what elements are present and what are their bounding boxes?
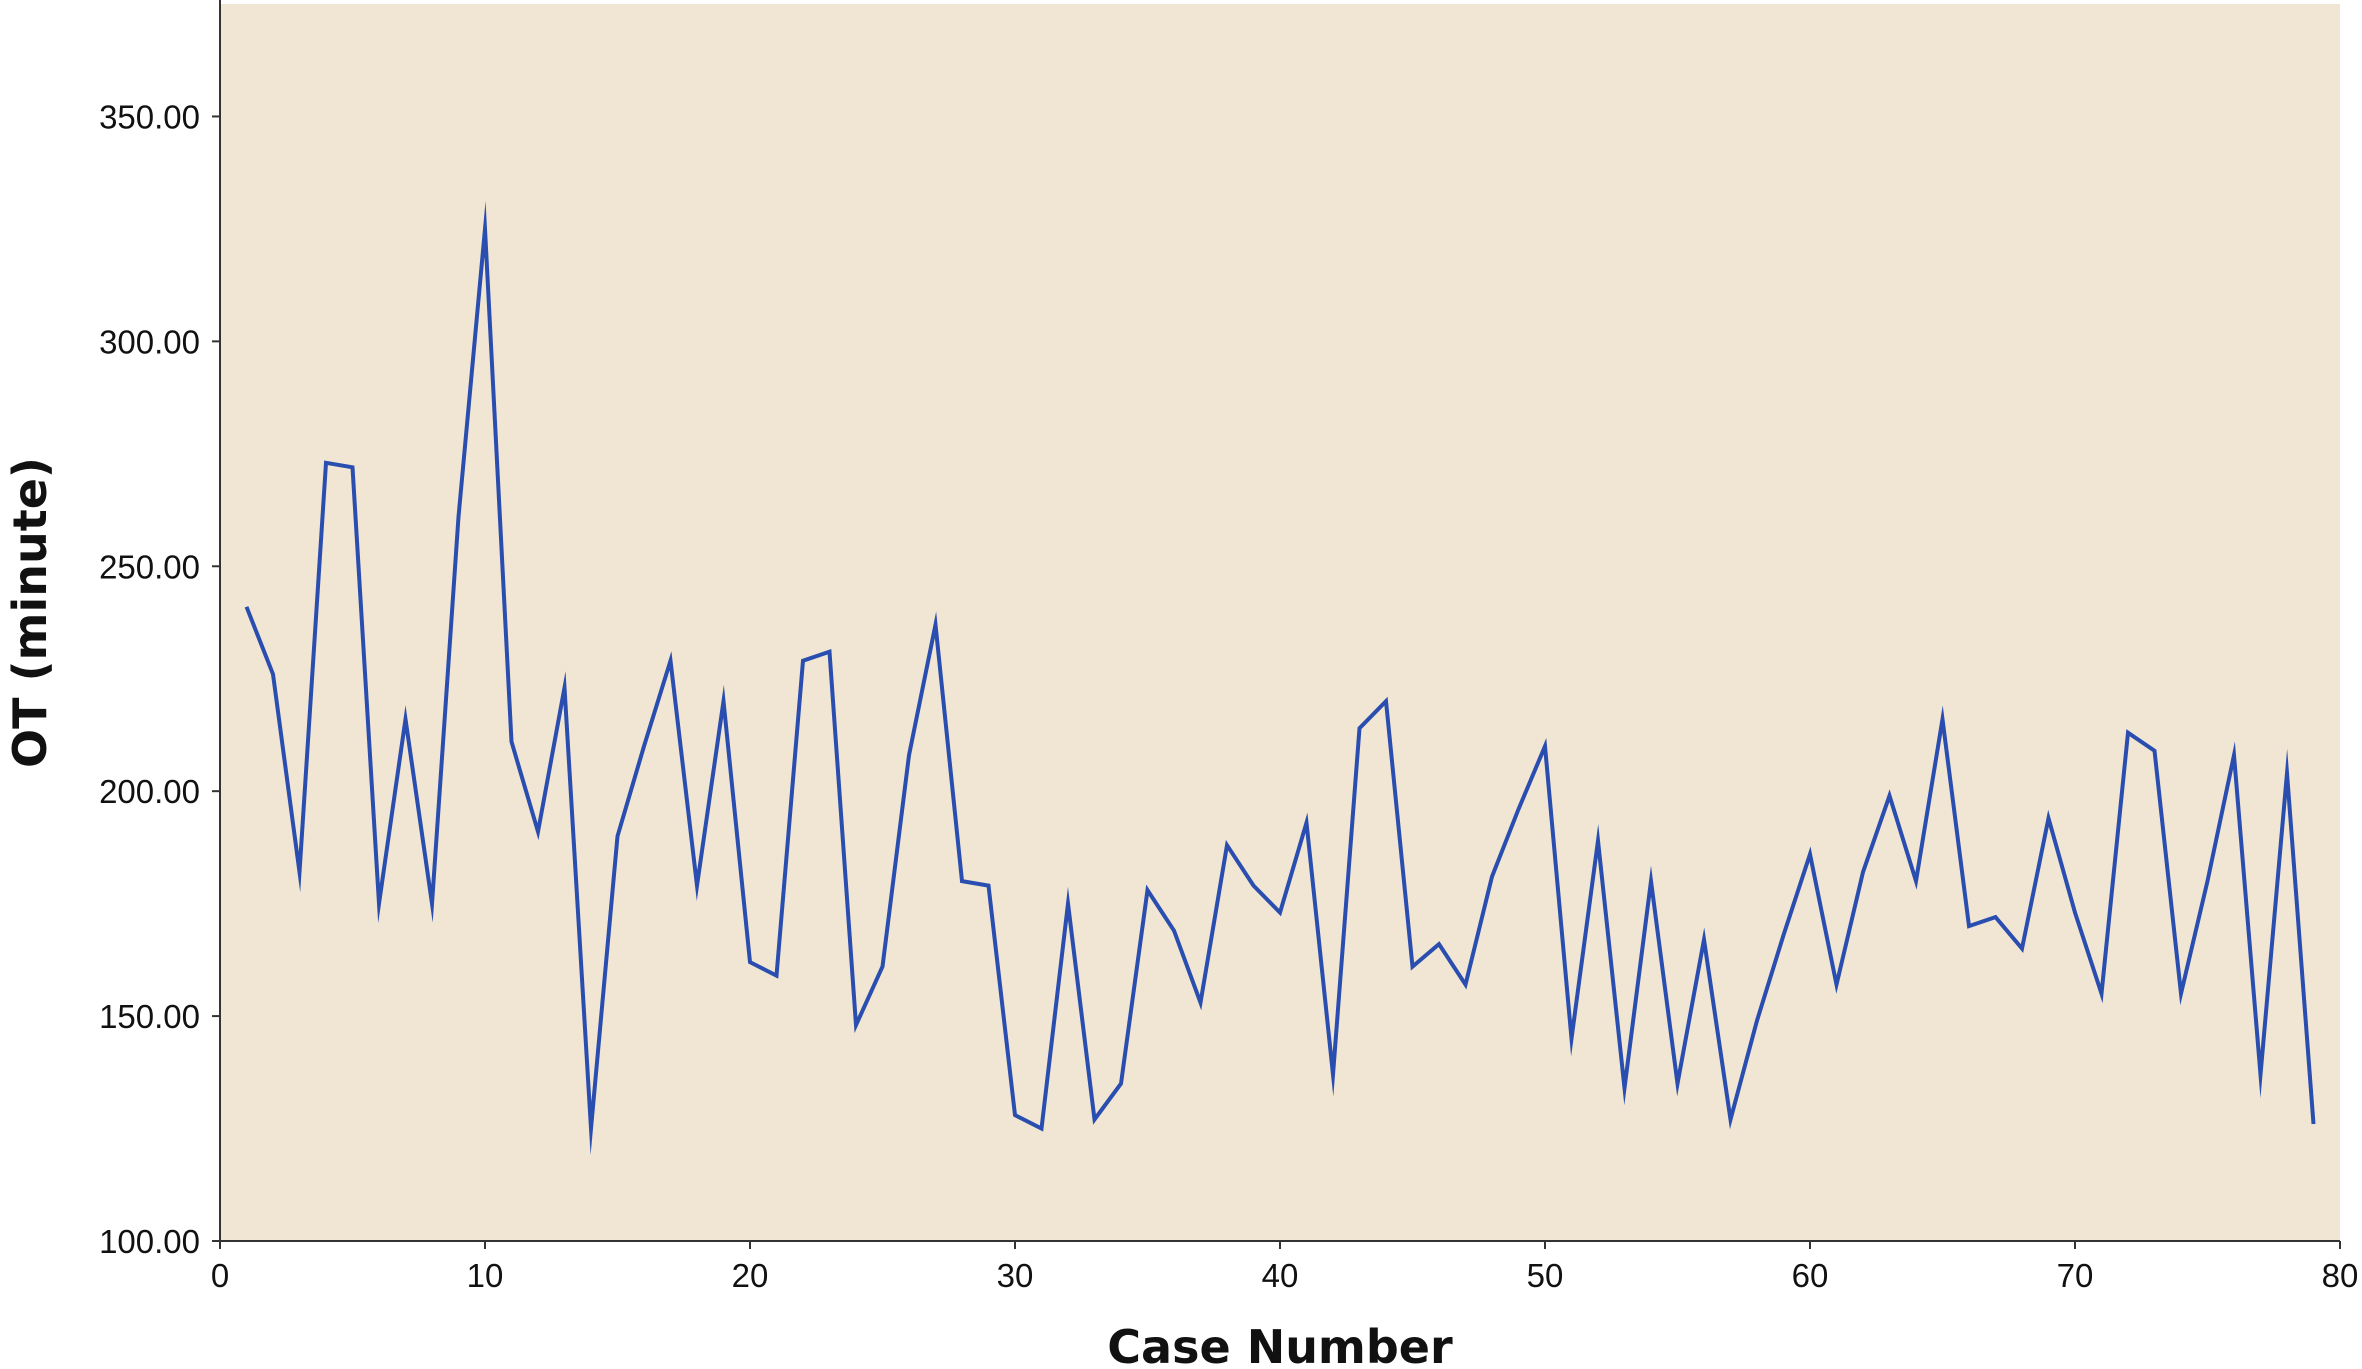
x-tick-label: 0 <box>211 1257 229 1294</box>
x-axis-title: Case Number <box>1107 1320 1453 1369</box>
x-axis-ticks: 0 10 20 30 40 50 60 70 80 <box>211 1241 2359 1294</box>
x-tick-label: 60 <box>1792 1257 1829 1294</box>
series-line <box>244 200 2316 1156</box>
y-axis-title: OT (minute) <box>3 457 57 768</box>
series-layer <box>244 200 2316 1156</box>
plot-area <box>220 4 2340 1241</box>
x-tick-label: 40 <box>1262 1257 1299 1294</box>
y-tick-label: 300.00 <box>99 323 200 360</box>
x-tick-label: 20 <box>732 1257 769 1294</box>
y-tick-label: 100.00 <box>99 1223 200 1260</box>
y-tick-label: 350.00 <box>99 98 200 135</box>
x-tick-label: 70 <box>2057 1257 2094 1294</box>
y-axis-ticks: 100.00 150.00 200.00 250.00 300.00 350.00 <box>99 98 220 1260</box>
x-tick-label: 30 <box>997 1257 1034 1294</box>
y-tick-label: 150.00 <box>99 998 200 1035</box>
x-tick-label: 80 <box>2322 1257 2359 1294</box>
y-tick-label: 250.00 <box>99 548 200 585</box>
y-tick-label: 200.00 <box>99 773 200 810</box>
x-tick-label: 10 <box>467 1257 504 1294</box>
x-tick-label: 50 <box>1527 1257 1564 1294</box>
